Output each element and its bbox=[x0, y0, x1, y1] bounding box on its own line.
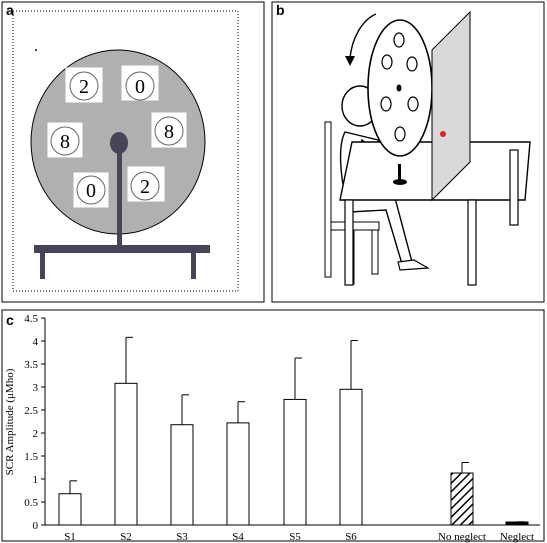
x-tick-label: Neglect bbox=[500, 531, 534, 543]
y-axis-label: SCR Amplitude (μMho) bbox=[4, 368, 16, 475]
wheel-hole bbox=[406, 56, 418, 72]
y-tick-label: 4 bbox=[33, 336, 39, 348]
bar bbox=[114, 382, 138, 526]
y-tick-label: 2.5 bbox=[24, 405, 38, 417]
rotation-arrow bbox=[349, 13, 377, 59]
x-tick-label: S4 bbox=[232, 531, 244, 543]
y-tick-label: 1.5 bbox=[24, 451, 38, 463]
bar bbox=[226, 422, 250, 526]
bar bbox=[58, 493, 82, 526]
stray-dot bbox=[35, 49, 37, 51]
digit-card: 0 bbox=[73, 172, 109, 208]
wheel-hub bbox=[396, 84, 402, 92]
joystick-stick bbox=[398, 164, 401, 182]
wheel-hole bbox=[394, 126, 406, 142]
x-tick-label: S3 bbox=[176, 531, 188, 543]
bar bbox=[170, 424, 194, 526]
chair-leg bbox=[371, 229, 379, 275]
stand-leg-left bbox=[40, 253, 45, 279]
bar bbox=[339, 388, 363, 526]
stand-leg-right bbox=[191, 253, 196, 279]
y-tick-label: 2 bbox=[33, 428, 39, 440]
panel-c-frame bbox=[1, 309, 545, 542]
panel-a: 2 0 8 8 0 2 bbox=[1, 1, 265, 303]
person-shoe bbox=[397, 259, 431, 271]
chair-back bbox=[324, 121, 332, 278]
digit-label: 8 bbox=[164, 121, 174, 143]
x-tick-label: S5 bbox=[289, 531, 301, 543]
wheel-post bbox=[117, 148, 122, 248]
wheel-hole bbox=[407, 96, 419, 112]
x-tick-label: S6 bbox=[345, 531, 357, 543]
digit-card: 2 bbox=[127, 166, 165, 202]
y-tick-label: 1 bbox=[33, 474, 39, 486]
digit-card: 0 bbox=[121, 65, 159, 101]
panel-a-dotted-border bbox=[12, 10, 239, 292]
panel-c-chart: SCR Amplitude (μMho) 0 0.5 1 1.5 2 2.5 3 3.5 4 4.… bbox=[1, 309, 545, 543]
y-tick-label: 0 bbox=[33, 520, 39, 532]
table-leg bbox=[467, 199, 477, 286]
bar bbox=[505, 521, 529, 526]
panel-a-frame bbox=[1, 1, 265, 303]
stand-table-top bbox=[34, 245, 210, 253]
chair-seat bbox=[330, 221, 380, 231]
panel-b bbox=[271, 1, 545, 303]
wheel-hole bbox=[393, 32, 405, 48]
x-tick-label: S1 bbox=[64, 531, 76, 543]
bar bbox=[283, 398, 307, 526]
digit-label: 0 bbox=[86, 180, 96, 202]
digit-card: 8 bbox=[47, 122, 83, 158]
digit-card: 8 bbox=[151, 112, 187, 148]
screen-panel bbox=[431, 10, 471, 202]
digit-label: 8 bbox=[60, 131, 70, 153]
panel-b-frame bbox=[271, 1, 545, 303]
table-leg bbox=[509, 149, 519, 226]
panel-a-label: a bbox=[6, 2, 14, 18]
table-leg bbox=[344, 199, 354, 286]
x-tick-label: S2 bbox=[120, 531, 132, 543]
wheel-hole bbox=[381, 54, 393, 70]
x-tick-label: No neglect bbox=[438, 531, 486, 543]
digit-label: 2 bbox=[140, 176, 150, 198]
digit-label: 2 bbox=[79, 76, 89, 98]
digit-card: 2 bbox=[65, 67, 103, 103]
y-tick-label: 4.5 bbox=[24, 313, 38, 325]
joystick-base bbox=[393, 179, 407, 185]
rotation-arrow-head bbox=[345, 56, 355, 66]
wheel-hole bbox=[380, 96, 392, 112]
panel-c-label: c bbox=[6, 312, 14, 328]
y-tick-label: 0.5 bbox=[24, 497, 38, 509]
y-tick-label: 3.5 bbox=[24, 359, 38, 371]
target-marker bbox=[440, 131, 446, 137]
wheel-hub bbox=[110, 132, 128, 154]
digit-label: 0 bbox=[135, 76, 145, 98]
y-tick-label: 3 bbox=[33, 382, 39, 394]
panel-b-label: b bbox=[276, 2, 285, 18]
bar bbox=[450, 472, 474, 526]
